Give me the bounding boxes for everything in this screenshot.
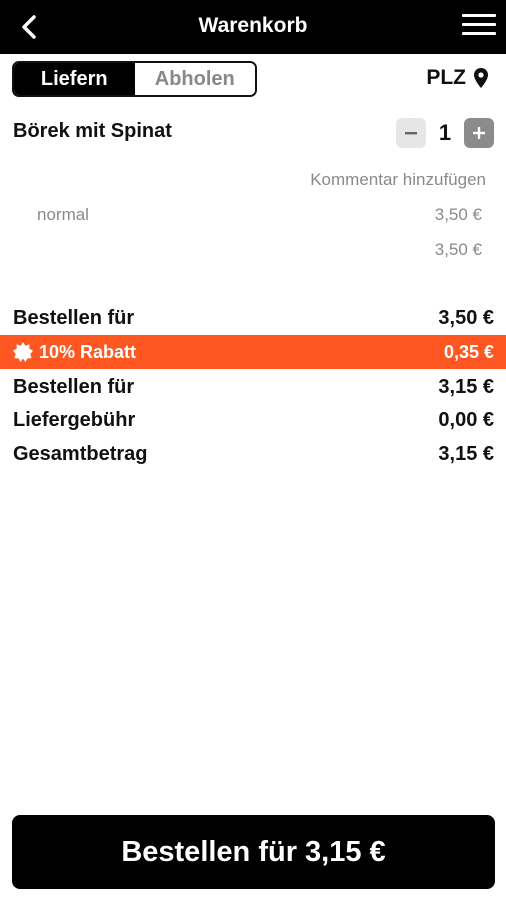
cart-item-name: Börek mit Spinat (13, 120, 172, 142)
summary-label: Liefergebühr (13, 408, 136, 431)
item-variant: normal (37, 205, 89, 224)
variant-price: 3,50 € (434, 205, 482, 224)
summary-value: 3,50 € (438, 306, 494, 329)
summary-row-discounted-total: Bestellen für 3,15 € (0, 370, 506, 404)
minus-icon (405, 132, 417, 135)
summary-label: Gesamtbetrag (13, 442, 148, 465)
summary-row-subtotal: Bestellen für 3,50 € (0, 301, 506, 335)
increase-quantity-button[interactable] (464, 118, 494, 148)
discount-label: 10% Rabatt (39, 341, 137, 362)
summary-value: 3,15 € (438, 375, 494, 398)
plus-icon (473, 127, 485, 139)
quantity-stepper: 1 (396, 118, 494, 148)
summary-row-discount: 10% Rabatt 0,35 € (0, 335, 506, 369)
menu-button[interactable] (462, 14, 496, 40)
top-app-bar: Warenkorb (0, 0, 506, 54)
page-title: Warenkorb (198, 14, 308, 37)
add-comment-link[interactable]: Kommentar hinzufügen (310, 170, 486, 189)
summary-label: Bestellen für (13, 375, 135, 398)
place-order-button[interactable]: Bestellen für 3,15 € (12, 815, 495, 889)
hamburger-menu-icon (462, 14, 496, 35)
chevron-left-icon (22, 15, 36, 39)
delivery-mode-toggle: Liefern Abholen (12, 61, 257, 97)
summary-label: Bestellen für (13, 306, 135, 329)
discount-value: 0,35 € (443, 341, 494, 362)
summary-row-grand-total: Gesamtbetrag 3,15 € (0, 437, 506, 471)
summary-value: 3,15 € (438, 442, 494, 465)
item-total: 3,50 € (434, 240, 482, 259)
tab-liefern[interactable]: Liefern (14, 63, 135, 95)
badge-icon (13, 342, 33, 362)
decrease-quantity-button[interactable] (396, 118, 426, 148)
summary-value: 0,00 € (438, 408, 494, 431)
tab-abholen[interactable]: Abholen (134, 63, 255, 95)
postal-code-label: PLZ (426, 66, 466, 89)
map-pin-icon (474, 68, 488, 88)
summary-row-delivery-fee: Liefergebühr 0,00 € (0, 403, 506, 437)
back-button[interactable] (14, 12, 44, 42)
quantity-value: 1 (438, 120, 452, 145)
postal-code-selector[interactable]: PLZ (426, 66, 488, 90)
